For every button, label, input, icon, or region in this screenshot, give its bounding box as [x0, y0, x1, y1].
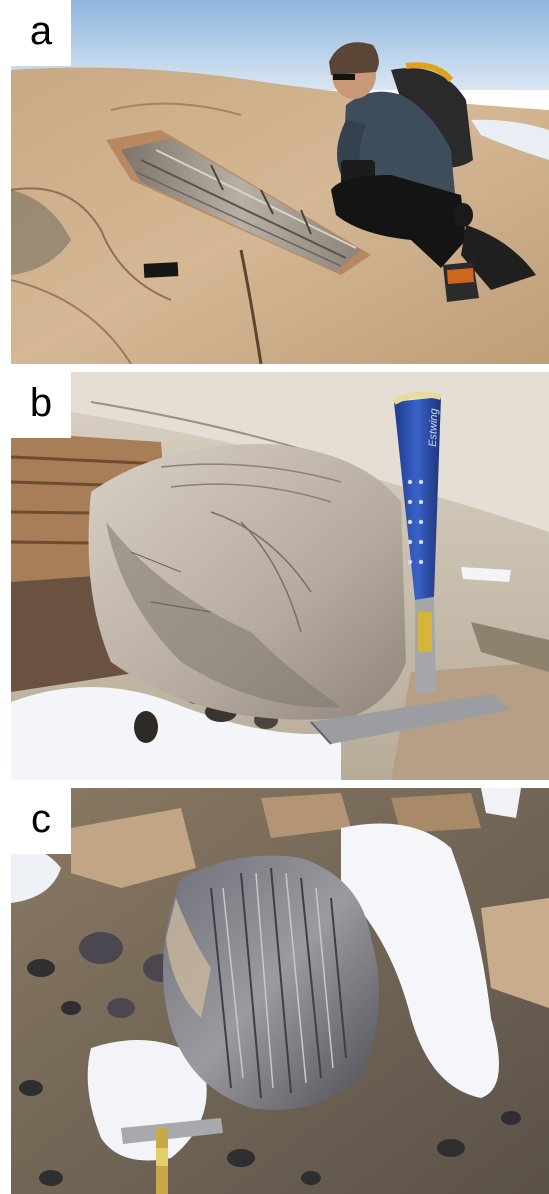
fossil-stump-photo: Estwing — [11, 372, 549, 780]
panel-label-b: b — [11, 372, 71, 438]
fossil-wood-fragments-photo — [11, 788, 549, 1194]
panel-label-c: c — [11, 788, 71, 854]
photo-panel-a: a — [11, 0, 549, 364]
hammer-label-sticker — [418, 612, 432, 652]
photo-panel-c: c — [11, 788, 549, 1194]
fossil-log-photo — [11, 0, 549, 364]
hammer-brand-text: Estwing — [427, 407, 440, 447]
panel-label-a: a — [11, 0, 71, 66]
photo-panel-b: Estwing b — [11, 372, 549, 780]
